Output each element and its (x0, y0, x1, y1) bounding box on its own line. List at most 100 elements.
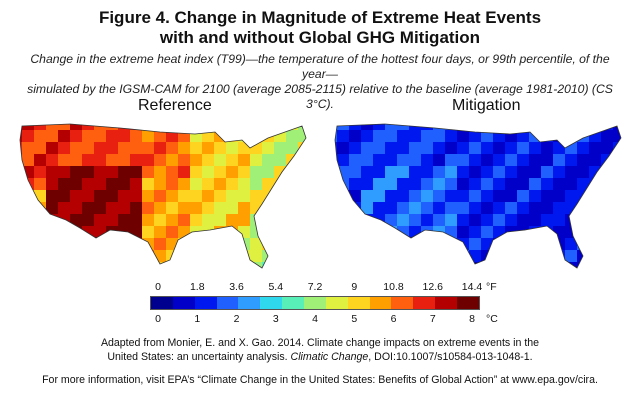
mitigation-grid-cell (481, 262, 494, 268)
figure-title-line1: Figure 4. Change in Magnitude of Extreme… (98, 8, 542, 27)
reference-grid-cell (70, 142, 83, 155)
mitigation-grid-cell (529, 178, 542, 191)
reference-grid-cell (238, 262, 251, 268)
reference-grid-cell (82, 262, 95, 268)
fahrenheit-tick-label: 0 (155, 281, 161, 293)
mitigation-grid-cell (613, 250, 621, 263)
mitigation-grid-cell (335, 250, 338, 263)
mitigation-grid-cell (505, 250, 518, 263)
mitigation-grid-cell (541, 166, 554, 179)
reference-grid-cell (118, 262, 131, 268)
mitigation-grid-cell (613, 124, 621, 131)
mitigation-grid-cell (445, 124, 458, 131)
reference-grid-cell (130, 166, 143, 179)
reference-grid-cell (46, 178, 59, 191)
reference-grid-cell (94, 238, 107, 251)
mitigation-grid-cell (565, 166, 578, 179)
mitigation-grid-cell (493, 214, 506, 227)
mitigation-grid-cell (433, 262, 446, 268)
reference-grid-cell (190, 154, 203, 167)
reference-grid-cell (298, 154, 306, 167)
mitigation-grid-cell (349, 124, 362, 131)
reference-grid-cell (82, 274, 95, 278)
reference-grid-cell (20, 262, 23, 268)
mitigation-grid-cell (601, 214, 614, 227)
reference-grid-cell (214, 214, 227, 227)
reference-grid-cell (154, 238, 167, 251)
mitigation-us-map (334, 123, 622, 278)
mitigation-grid-cell (337, 142, 350, 155)
mitigation-grid-cell (469, 130, 482, 143)
reference-grid-cell (94, 130, 107, 143)
reference-grid-cell (106, 154, 119, 167)
mitigation-grid-cell (445, 202, 458, 215)
reference-grid-cell (178, 190, 191, 203)
mitigation-grid-cell (517, 154, 530, 167)
mitigation-grid-cell (541, 238, 554, 251)
mitigation-grid-cell (529, 190, 542, 203)
reference-grid-cell (154, 178, 167, 191)
reference-grid-cell (190, 214, 203, 227)
reference-grid-cell (166, 154, 179, 167)
reference-grid-cell (226, 124, 239, 131)
reference-grid-cell (142, 124, 155, 131)
reference-grid-cell (274, 178, 287, 191)
mitigation-grid-cell (493, 178, 506, 191)
reference-grid-cell (94, 250, 107, 263)
mitigation-grid-cell (493, 124, 506, 131)
reference-grid-cell (118, 166, 131, 179)
mitigation-grid-cell (385, 238, 398, 251)
mitigation-grid-cell (421, 226, 434, 239)
reference-grid-cell (238, 166, 251, 179)
mitigation-grid-cell (613, 178, 621, 191)
reference-grid-cell (34, 274, 47, 278)
mitigation-grid-cell (493, 202, 506, 215)
mitigation-grid-cell (421, 190, 434, 203)
mitigation-us-outline (334, 123, 622, 269)
mitigation-grid-cell (335, 142, 338, 155)
mitigation-grid-cell (541, 190, 554, 203)
reference-grid-cell (82, 226, 95, 239)
figure-subtitle: Change in the extreme heat index (T99)—t… (20, 52, 620, 112)
mitigation-grid-cell (601, 124, 614, 131)
mitigation-grid-cell (541, 214, 554, 227)
mitigation-grid-cell (373, 166, 386, 179)
mitigation-grid-cell (529, 154, 542, 167)
mitigation-grid-cell (337, 250, 350, 263)
mitigation-grid-cell (349, 154, 362, 167)
reference-grid-cell (34, 130, 47, 143)
reference-grid-cell (46, 250, 59, 263)
mitigation-grid-cell (613, 262, 621, 268)
mitigation-grid-cell (361, 190, 374, 203)
mitigation-grid-cell (445, 190, 458, 203)
mitigation-grid-cell (433, 202, 446, 215)
reference-grid-cell (298, 124, 306, 131)
mitigation-grid-cell (577, 166, 590, 179)
fahrenheit-tick-label: 14.4 (461, 281, 483, 293)
reference-grid-cell (238, 178, 251, 191)
reference-grid-cell (214, 130, 227, 143)
mitigation-grid-cell (385, 178, 398, 191)
fahrenheit-tick-label: 5.4 (268, 281, 284, 293)
mitigation-grid-cell (601, 226, 614, 239)
reference-grid-cell (262, 214, 275, 227)
reference-grid-cell (34, 262, 47, 268)
reference-grid-cell (274, 190, 287, 203)
mitigation-grid-cell (505, 274, 518, 278)
mitigation-grid-cell (469, 124, 482, 131)
reference-grid-cell (250, 166, 263, 179)
mitigation-grid-cell (397, 142, 410, 155)
mitigation-grid-cell (457, 130, 470, 143)
mitigation-grid-cell (529, 274, 542, 278)
mitigation-grid-cell (335, 238, 338, 251)
mitigation-grid-cell (421, 142, 434, 155)
mitigation-grid-cell (481, 142, 494, 155)
mitigation-grid-cell (373, 214, 386, 227)
reference-grid-cell (250, 130, 263, 143)
mitigation-grid-cell (577, 226, 590, 239)
reference-grid-cell (226, 274, 239, 278)
reference-grid-cell (298, 226, 306, 239)
mitigation-grid-cell (335, 190, 338, 203)
reference-panel-title: Reference (138, 97, 212, 114)
reference-grid-cell (202, 250, 215, 263)
